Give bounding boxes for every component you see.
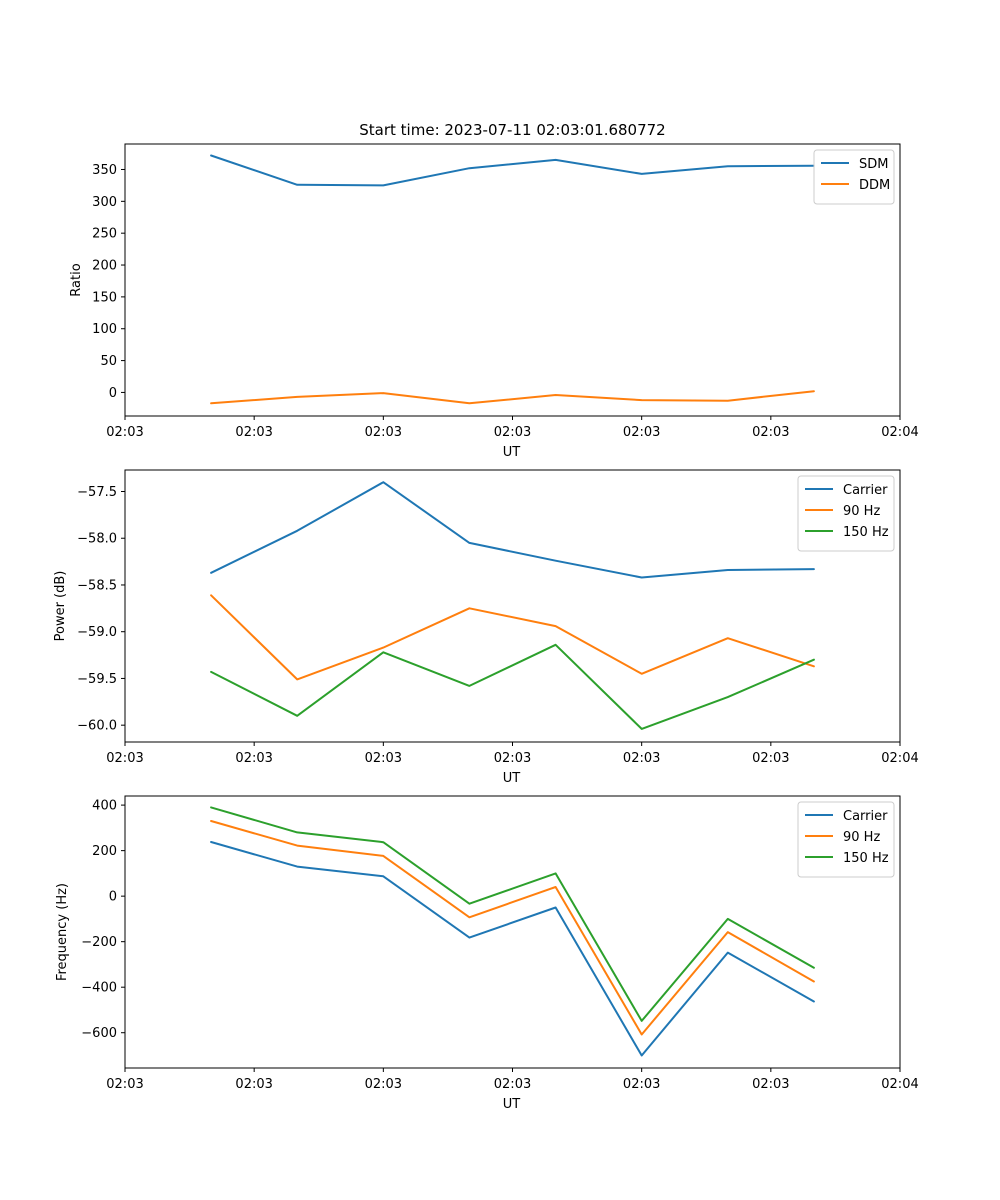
- axes-frame: [124, 143, 901, 417]
- x-axis-label: UT: [503, 771, 521, 786]
- x-axis-label: UT: [503, 445, 521, 460]
- axes-frame: [124, 469, 901, 743]
- x-tick-label: 02:03: [752, 425, 789, 440]
- x-tick-label: 02:03: [235, 425, 272, 440]
- y-tick-label: −58.0: [77, 532, 117, 547]
- x-tick-label: 02:03: [365, 1077, 402, 1092]
- x-tick-label: 02:03: [235, 1077, 272, 1092]
- series-line-90-hz: [210, 820, 815, 1036]
- chart-title: Start time: 2023-07-11 02:03:01.680772: [359, 121, 665, 139]
- x-tick-label: 02:03: [365, 751, 402, 766]
- y-tick-label: −60.0: [77, 719, 117, 734]
- x-tick-label: 02:03: [623, 1077, 660, 1092]
- y-tick-label: −57.5: [77, 485, 117, 500]
- legend-box: [797, 801, 895, 878]
- y-tick-label: 150: [92, 290, 117, 305]
- y-tick-label: 0: [109, 890, 117, 905]
- y-tick-label: −59.0: [77, 625, 117, 640]
- y-tick-label: 50: [100, 354, 117, 369]
- subplot-2: 02:03 02:03 02:03 02:03 02:03 02:03 02:04 −60.0…: [53, 469, 919, 786]
- legend-label: Carrier: [843, 483, 888, 498]
- legend-label: 150 Hz: [843, 851, 889, 866]
- legend: Carrier 90 Hz 150 Hz: [797, 475, 895, 552]
- x-tick-label: 02:03: [752, 1077, 789, 1092]
- y-tick-label: −200: [81, 935, 117, 950]
- series-line-ddm: [210, 390, 815, 405]
- legend-label: 90 Hz: [843, 504, 880, 519]
- x-tick-label: 02:04: [881, 425, 918, 440]
- x-tick-label: 02:04: [881, 751, 918, 766]
- legend-label: DDM: [859, 178, 890, 193]
- y-tick-label: −600: [81, 1026, 117, 1041]
- subplot-3: 02:03 02:03 02:03 02:03 02:03 02:03 02:04 −600 −…: [55, 795, 919, 1112]
- y-tick-label: −59.5: [77, 672, 117, 687]
- axes-frame: [124, 795, 901, 1069]
- x-tick-label: 02:03: [106, 425, 143, 440]
- series-line-sdm: [210, 154, 815, 187]
- x-tick-label: 02:03: [365, 425, 402, 440]
- y-axis-label: Ratio: [69, 263, 84, 296]
- x-tick-label: 02:03: [106, 1077, 143, 1092]
- legend: Carrier 90 Hz 150 Hz: [797, 801, 895, 878]
- series-line-carrier: [210, 481, 815, 579]
- x-tick-label: 02:04: [881, 1077, 918, 1092]
- y-tick-label: −400: [81, 981, 117, 996]
- series-line-90-hz: [210, 594, 815, 681]
- y-tick-label: 200: [92, 844, 117, 859]
- series-line-150-hz: [210, 643, 815, 730]
- legend-label: Carrier: [843, 809, 888, 824]
- y-tick-label: 200: [92, 259, 117, 274]
- y-axis-label: Power (dB): [53, 571, 68, 642]
- series-line-150-hz: [210, 806, 815, 1022]
- subplot-1: 02:03 02:03 02:03 02:03 02:03 02:03 02:04 0 50 10…: [69, 121, 919, 460]
- x-tick-label: 02:03: [235, 751, 272, 766]
- x-tick-label: 02:03: [494, 425, 531, 440]
- legend-label: SDM: [859, 157, 888, 172]
- y-tick-label: 250: [92, 227, 117, 242]
- y-tick-label: −58.5: [77, 578, 117, 593]
- legend: SDM DDM: [813, 149, 895, 205]
- x-tick-label: 02:03: [494, 1077, 531, 1092]
- y-tick-label: 100: [92, 322, 117, 337]
- y-tick-label: 400: [92, 799, 117, 814]
- y-tick-label: 350: [92, 163, 117, 178]
- x-tick-label: 02:03: [623, 751, 660, 766]
- x-tick-label: 02:03: [623, 425, 660, 440]
- x-tick-label: 02:03: [752, 751, 789, 766]
- legend-label: 90 Hz: [843, 830, 880, 845]
- legend-label: 150 Hz: [843, 525, 889, 540]
- x-axis-label: UT: [503, 1097, 521, 1112]
- series-line-carrier: [210, 841, 815, 1057]
- y-tick-label: 300: [92, 195, 117, 210]
- legend-box: [797, 475, 895, 552]
- x-tick-label: 02:03: [106, 751, 143, 766]
- y-axis-label: Frequency (Hz): [55, 883, 70, 981]
- x-tick-label: 02:03: [494, 751, 531, 766]
- y-tick-label: 0: [109, 386, 117, 401]
